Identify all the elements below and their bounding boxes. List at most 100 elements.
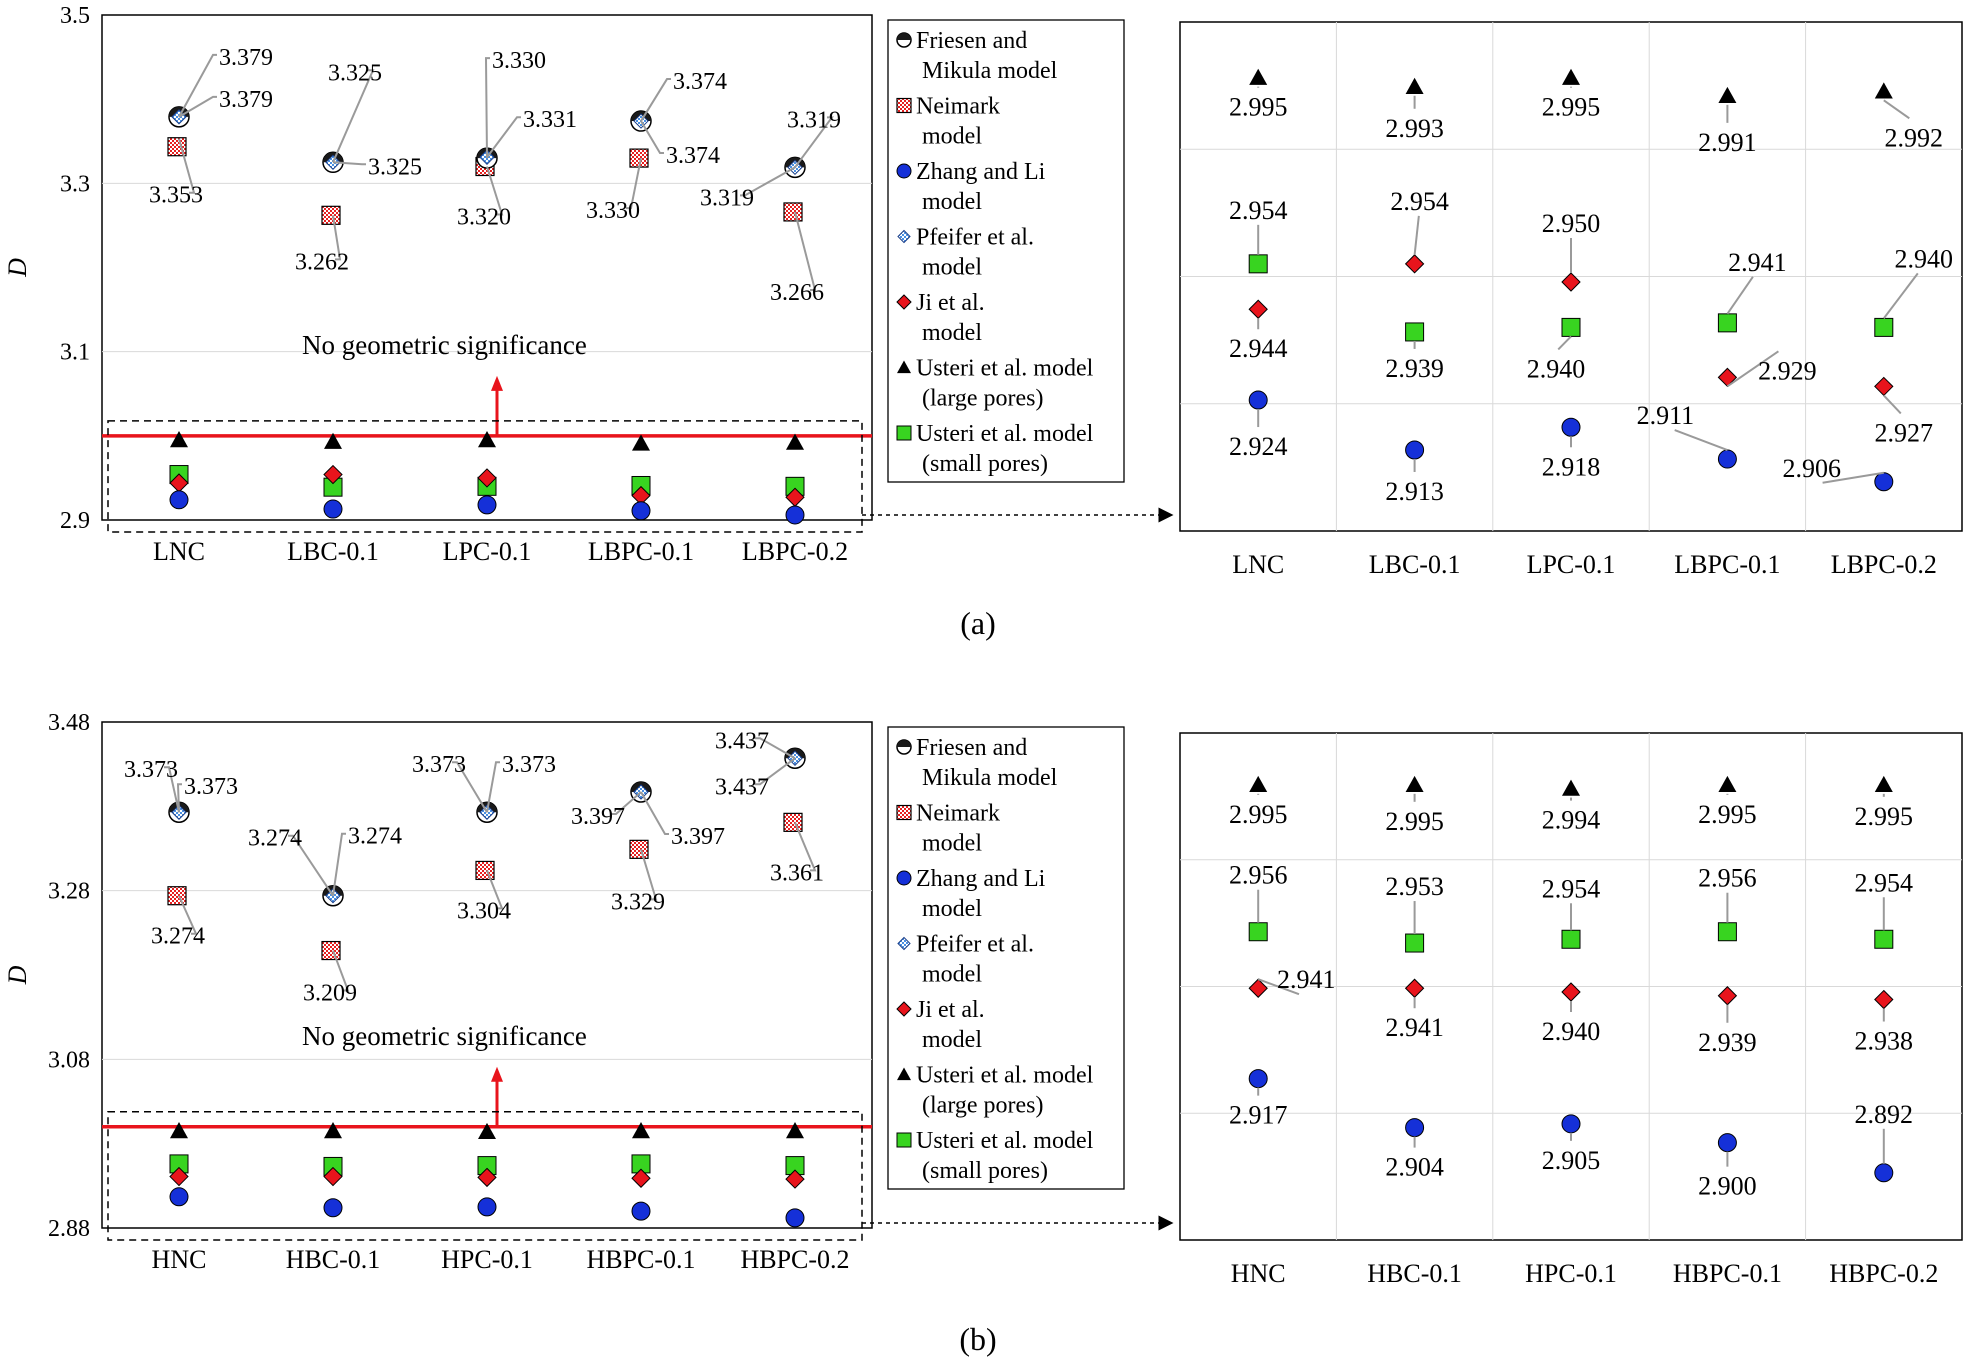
zoom-data-label-ji: 2.941 <box>1385 1013 1444 1042</box>
leader-line <box>288 834 334 897</box>
legend-entry-text: Usteri et al. model <box>916 1128 1094 1154</box>
zoom-category-label: LNC <box>1232 550 1284 579</box>
data-point-ji <box>323 464 343 485</box>
zoom-data-label-usteri_large: 2.994 <box>1542 806 1601 835</box>
zoom-data-label-usteri_small: 2.941 <box>1728 248 1787 277</box>
zoom-data-point-usteri_large <box>1874 82 1893 99</box>
zoom-data-label-ji: 2.929 <box>1758 356 1817 385</box>
data-label-friesen: 3.319 <box>787 107 841 133</box>
main-plot-frame <box>101 721 873 1229</box>
zoom-data-label-usteri_small: 2.954 <box>1229 196 1288 225</box>
data-label-pfeifer: 3.397 <box>671 824 725 850</box>
data-label-neimark: 3.262 <box>295 249 349 275</box>
zoom-data-label-usteri_large: 2.995 <box>1385 807 1444 836</box>
data-point-neimark <box>629 839 649 859</box>
data-point-neimark <box>783 812 803 832</box>
zoom-category-label: LBPC-0.1 <box>1674 550 1780 579</box>
data-point-zhang <box>631 501 651 521</box>
data-label-friesen: 3.379 <box>219 45 273 71</box>
zoom-category-label: HBC-0.1 <box>1367 1259 1462 1288</box>
leader-line <box>178 53 217 118</box>
zoom-data-point-zhang <box>1561 417 1581 437</box>
zoom-category-label: LBC-0.1 <box>1369 550 1461 579</box>
legend-entry-text: Friesen and <box>916 735 1027 761</box>
legend-entry-text: Ji et al. <box>916 290 985 316</box>
data-point-ji <box>631 1168 651 1188</box>
zoom-category-label: HPC-0.1 <box>1525 1259 1617 1288</box>
leader-line <box>332 161 366 166</box>
zoom-data-label-ji: 2.944 <box>1229 334 1288 363</box>
zoom-category-label: LPC-0.1 <box>1527 550 1616 579</box>
x-category-label: LBPC-0.2 <box>742 537 848 566</box>
zoom-data-point-ji <box>1717 986 1738 1006</box>
data-label-pfeifer: 3.374 <box>666 143 720 169</box>
zoom-data-label-usteri_large: 2.995 <box>1229 800 1288 829</box>
panel-caption: (b) <box>959 1321 996 1357</box>
data-point-usteri_large <box>786 433 804 450</box>
zoom-data-point-usteri_small <box>1248 254 1268 274</box>
red-diamond-icon <box>896 294 912 310</box>
zoom-data-label-usteri_large: 2.995 <box>1229 93 1288 122</box>
zoom-data-point-usteri_small <box>1405 322 1425 342</box>
zoom-data-label-usteri_small: 2.956 <box>1698 864 1757 893</box>
data-point-neimark <box>321 940 341 961</box>
zoom-data-point-usteri_large <box>1874 775 1893 793</box>
data-label-neimark: 3.330 <box>586 198 640 224</box>
data-point-usteri_large <box>170 431 188 448</box>
legend-entry-text: model <box>922 1027 982 1053</box>
zoom-category-label: HBPC-0.1 <box>1673 1259 1782 1288</box>
zoom-data-point-zhang <box>1561 1114 1581 1134</box>
data-label-friesen: 3.325 <box>328 60 382 86</box>
leader-line <box>332 215 342 261</box>
zoom-leader-line <box>1883 272 1919 320</box>
zoom-leader-line <box>1726 276 1754 315</box>
zoom-data-point-ji <box>1874 376 1894 397</box>
leader-line <box>486 761 500 813</box>
data-point-usteri_large <box>324 432 342 449</box>
threshold-arrow-head <box>491 1066 503 1082</box>
leader-line <box>794 116 834 168</box>
main-plot-frame <box>101 14 873 521</box>
zoom-data-point-ji <box>1248 978 1268 998</box>
data-point-zhang <box>785 505 805 525</box>
zoom-region-box <box>107 420 863 533</box>
zoom-data-point-ji <box>1404 254 1425 274</box>
legend-entry-text: model <box>922 831 982 857</box>
x-category-label: LPC-0.1 <box>443 537 532 566</box>
zoom-data-point-zhang <box>1405 440 1425 460</box>
data-point-usteri_large <box>632 434 650 451</box>
zoom-data-point-usteri_small <box>1405 933 1425 953</box>
data-label-neimark: 3.361 <box>770 860 824 886</box>
legend-entry-text: Pfeifer et al. <box>916 225 1034 251</box>
data-point-zhang <box>323 1198 343 1218</box>
zoom-data-label-ji: 2.939 <box>1698 1028 1757 1057</box>
threshold-label: No geometric significance <box>302 330 587 360</box>
zoom-data-point-usteri_small <box>1248 922 1268 942</box>
legend-entry-text: model <box>922 189 982 215</box>
panel-a: 2.9 3.1 3.3 3.5 D LNC LBC-0.1 LPC-0.1 LBPC-0.1 LB… <box>3 3 1963 641</box>
leader-line <box>176 783 182 813</box>
checkered-square-icon <box>896 804 912 821</box>
leader-line <box>484 57 490 159</box>
threshold-label: No geometric significance <box>302 1021 587 1051</box>
red-diamond-icon <box>896 1001 912 1017</box>
zoom-data-point-usteri_small <box>1874 317 1894 337</box>
data-label-neimark: 3.304 <box>457 898 511 924</box>
data-point-usteri_large <box>324 1122 342 1139</box>
data-point-neimark <box>167 886 187 906</box>
data-label-neimark: 3.353 <box>149 183 203 209</box>
zoom-data-label-usteri_small: 2.954 <box>1542 874 1601 903</box>
data-label-pfeifer: 3.325 <box>368 154 422 180</box>
legend-entry-text: model <box>922 896 982 922</box>
leader-line <box>740 166 796 197</box>
zoom-data-point-ji <box>1561 982 1581 1002</box>
data-label-friesen: 3.274 <box>248 826 302 852</box>
legend-frame <box>887 19 1125 483</box>
zoom-data-label-usteri_small: 2.954 <box>1855 868 1914 897</box>
zoom-leader-line <box>1726 350 1779 388</box>
half-filled-circle-icon-fill <box>897 740 911 747</box>
zoom-data-label-ji: 2.927 <box>1875 418 1934 447</box>
zoom-data-point-usteri_large <box>1249 68 1268 85</box>
legend-entry-text: model <box>922 124 982 150</box>
